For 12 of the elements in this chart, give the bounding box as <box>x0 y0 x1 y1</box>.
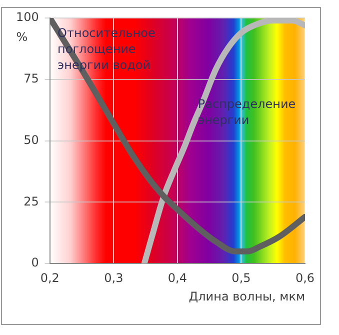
y-tick-label: 75 <box>24 72 39 86</box>
x-tick-label: 0,3 <box>104 270 124 285</box>
y-tick-label: 50 <box>24 132 39 147</box>
x-axis-title: Длина волны, мкм <box>188 290 305 304</box>
x-tick-label: 0,5 <box>232 270 251 285</box>
y-tick-label: 0 <box>31 256 39 270</box>
x-tick-label: 0,2 <box>40 270 60 285</box>
x-tick-label: 0,6 <box>295 270 315 285</box>
y-axis-title: % <box>16 30 28 44</box>
x-tick-label: 0,4 <box>168 270 187 285</box>
y-tick-label: 100 <box>16 10 39 24</box>
y-tick-label: 25 <box>24 194 39 208</box>
